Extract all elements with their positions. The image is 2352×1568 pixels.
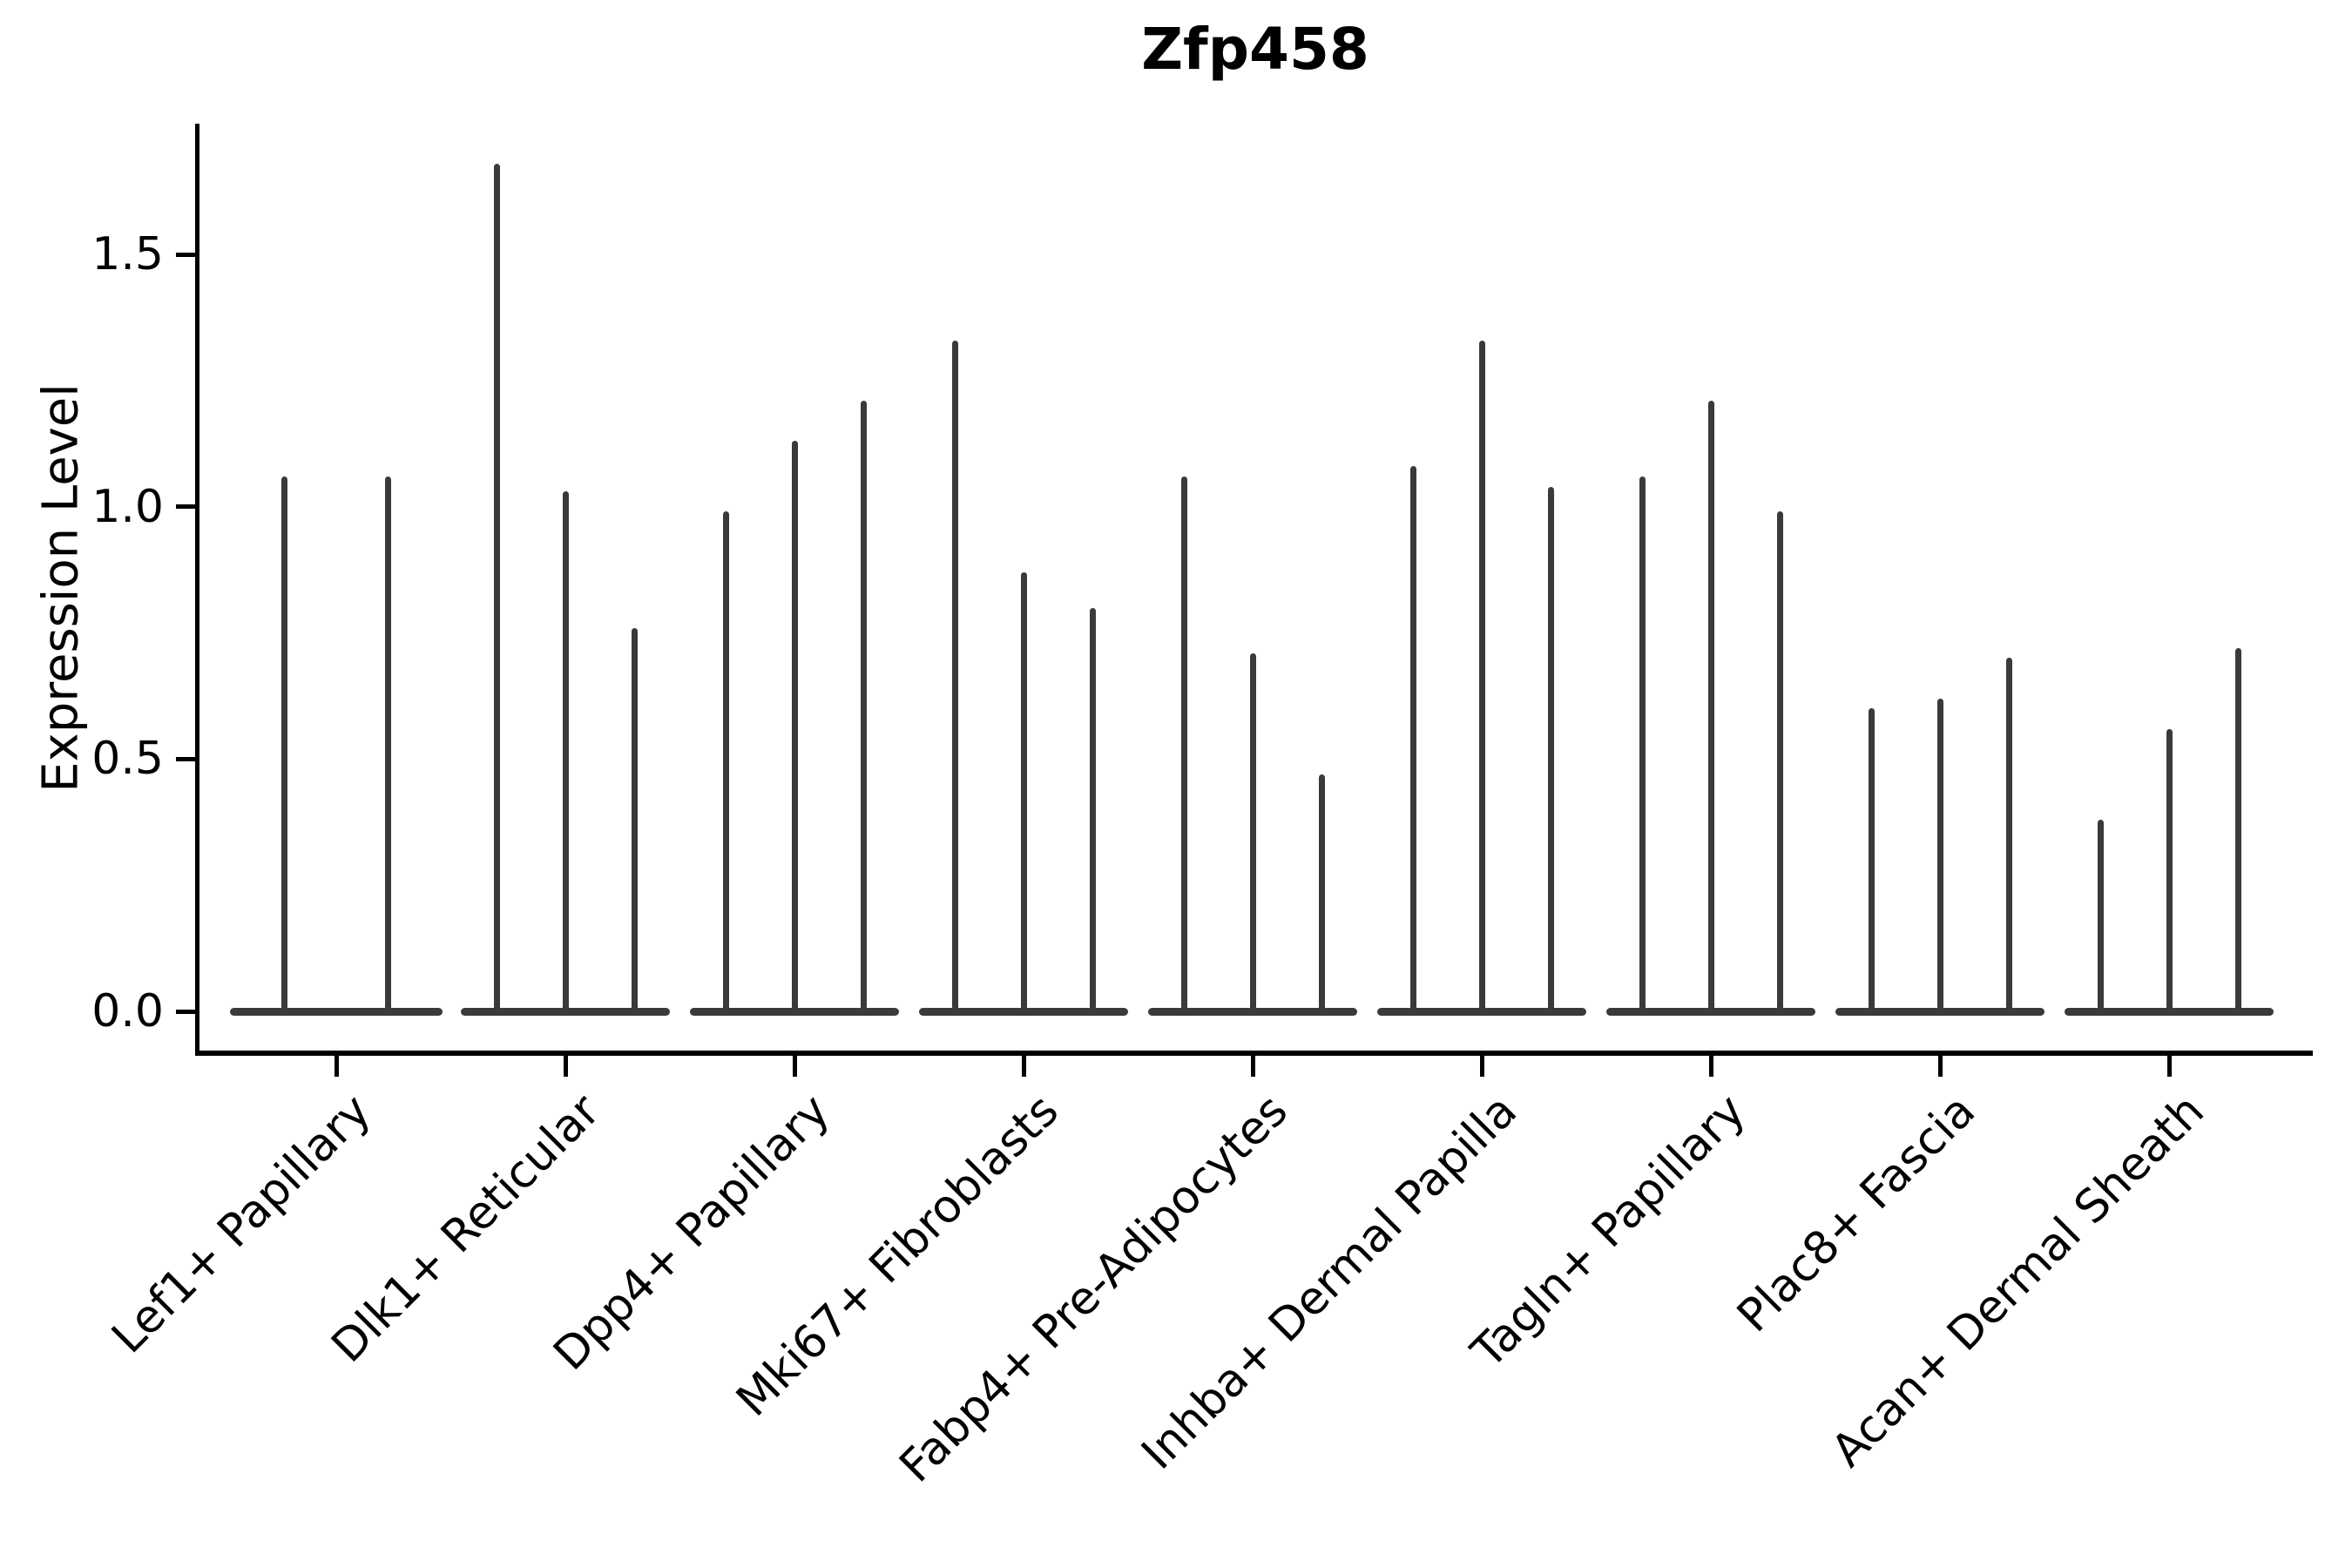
violin-spike <box>493 163 500 1014</box>
violin-spike <box>860 401 867 1014</box>
x-tick-label: Fabp4+ Pre-Adipocytes <box>889 1085 1298 1493</box>
violin-spike <box>1639 476 1646 1014</box>
violin-spike <box>1020 572 1027 1014</box>
violin-spike <box>562 491 569 1014</box>
x-tick-mark <box>2166 1053 2172 1077</box>
x-tick-mark <box>1021 1053 1026 1077</box>
violin-spike <box>1409 466 1416 1014</box>
x-tick-mark <box>792 1053 797 1077</box>
y-axis-spine <box>195 124 199 1056</box>
y-tick-label: 1.0 <box>91 480 164 533</box>
x-tick-label: Plac8+ Fascia <box>1727 1085 1985 1343</box>
y-tick-mark <box>176 1009 195 1014</box>
violin-spike <box>384 476 391 1014</box>
violin-spike <box>791 441 798 1014</box>
x-tick-mark <box>1937 1053 1943 1077</box>
violin-spike <box>1249 652 1256 1014</box>
violin-spike <box>951 340 958 1014</box>
y-tick-label: 0.5 <box>91 733 164 786</box>
x-tick-mark <box>563 1053 568 1077</box>
x-tick-mark <box>1250 1053 1255 1077</box>
violin-spike <box>1318 774 1325 1014</box>
violin-spike <box>1868 708 1875 1014</box>
violin-spike <box>2005 658 2012 1014</box>
y-tick-mark <box>176 504 195 510</box>
violin-spike <box>1936 698 1943 1014</box>
y-tick-mark <box>176 252 195 257</box>
violin-spike <box>722 511 729 1014</box>
y-tick-label: 0.0 <box>91 985 164 1037</box>
violin-zero-mass <box>230 1007 443 1016</box>
violin-spike <box>2097 819 2104 1014</box>
violin-spike <box>1707 401 1714 1014</box>
violin-spike <box>2234 647 2241 1014</box>
x-tick-label: Acan+ Dermal Sheath <box>1821 1085 2214 1477</box>
x-tick-mark <box>1479 1053 1484 1077</box>
violin-spike <box>1776 511 1783 1014</box>
violin-spike <box>1547 486 1554 1014</box>
chart-title: Zfp458 <box>1141 16 1369 83</box>
x-tick-mark <box>1708 1053 1713 1077</box>
y-axis-label: Expression Level <box>32 383 90 793</box>
violin-spike <box>1089 607 1096 1014</box>
violin-spike <box>280 476 287 1014</box>
x-tick-label: Inhba+ Dermal Papilla <box>1132 1085 1527 1480</box>
violin-spike <box>1478 340 1485 1014</box>
violin-spike <box>1180 476 1187 1014</box>
violin-spike <box>631 627 638 1014</box>
y-tick-label: 1.5 <box>91 228 164 281</box>
y-tick-mark <box>176 756 195 761</box>
violin-spike <box>2166 728 2173 1014</box>
x-tick-mark <box>334 1053 339 1077</box>
